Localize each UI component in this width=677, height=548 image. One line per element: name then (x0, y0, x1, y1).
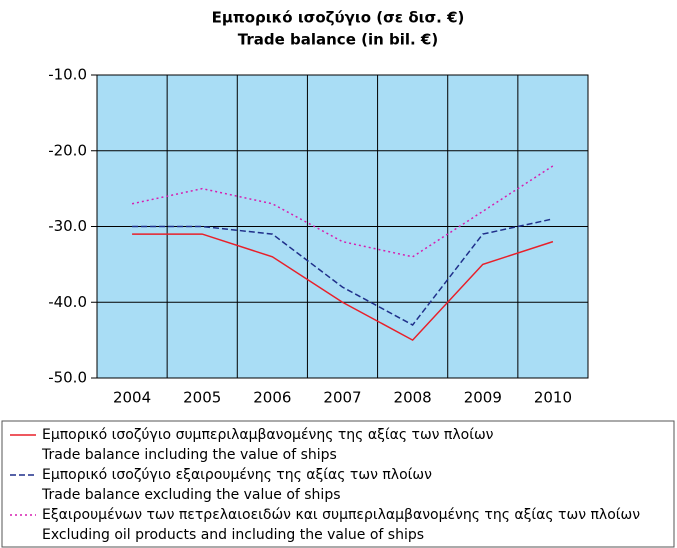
x-tick-label: 2006 (253, 389, 291, 407)
y-tick-label: -30.0 (48, 217, 87, 235)
y-tick-label: -20.0 (48, 141, 87, 159)
series-line (132, 233, 554, 342)
x-tick-label: 2010 (534, 389, 572, 407)
chart-subtitle: Trade balance (in bil. €) (238, 31, 438, 49)
legend-label: Εξαιρουμένων των πετρελαιοειδών και συμπ… (42, 507, 640, 523)
legend-label-en: Excluding oil products and including the… (42, 527, 424, 543)
series-line (132, 218, 554, 326)
legend-label-en: Trade balance including the value of shi… (41, 447, 337, 463)
legend-label: Εμπορικό ισοζύγιο συμπεριλαμβανομένης τη… (42, 427, 494, 443)
y-tick-label: -10.0 (48, 66, 87, 84)
legend-label-en: Trade balance excluding the value of shi… (41, 487, 341, 503)
legend-box (1, 420, 675, 548)
x-tick-label: 2008 (394, 389, 432, 407)
x-tick-label: 2007 (323, 389, 361, 407)
y-tick-label: -50.0 (48, 369, 87, 387)
legend-label: Εμπορικό ισοζύγιο εξαιρουμένης της αξίας… (42, 467, 432, 483)
x-tick-label: 2004 (113, 389, 151, 407)
y-tick-label: -40.0 (48, 293, 87, 311)
x-tick-label: 2005 (183, 389, 221, 407)
chart-title: Εμπορικό ισοζύγιο (σε δισ. €) (212, 9, 465, 27)
series-line (131, 165, 554, 258)
x-tick-label: 2009 (464, 389, 502, 407)
